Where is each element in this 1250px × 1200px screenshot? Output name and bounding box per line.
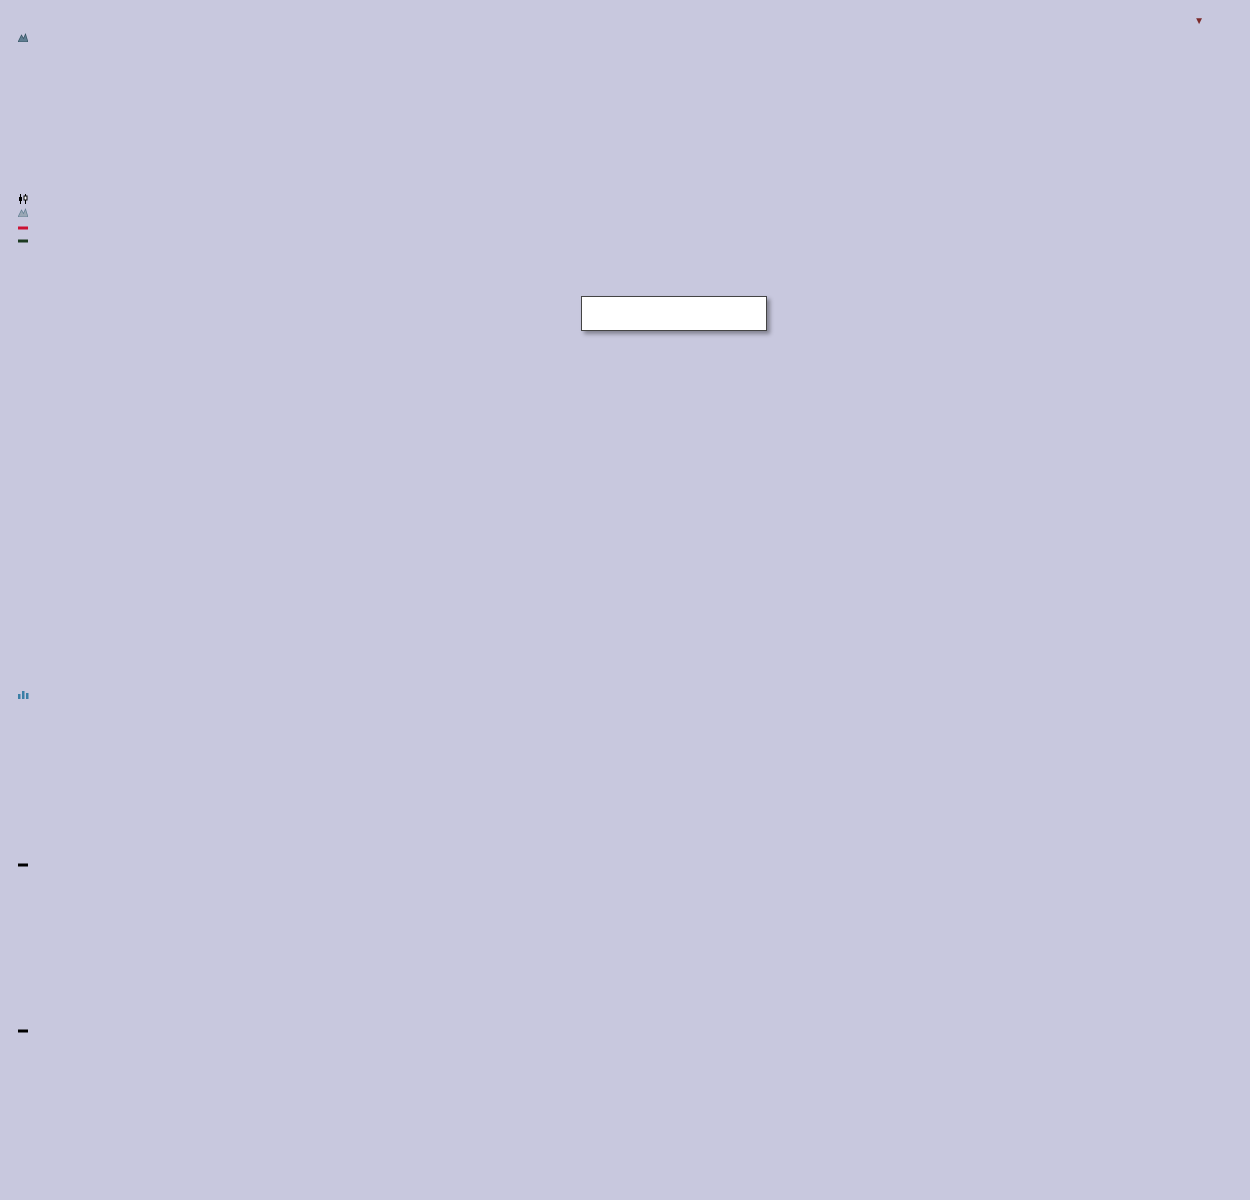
chg-down-triangle-icon: ▼: [1194, 16, 1204, 27]
macd-legend: [18, 857, 31, 870]
vix-legend: [18, 194, 31, 207]
ma10-line-icon: [18, 221, 28, 233]
ma50-line-icon: [18, 234, 28, 246]
rsi-legend: [17, 32, 31, 45]
candlestick-icon: [18, 194, 28, 207]
ohlc-readout: ▼: [1157, 15, 1204, 27]
stoch-line-icon: [18, 1024, 28, 1036]
stoch-legend: [18, 1023, 31, 1036]
chart-title-annotation: [581, 296, 767, 331]
macd-line-icon: [18, 858, 28, 870]
macd-hist-legend: [18, 689, 32, 702]
ma10-legend: [18, 220, 31, 233]
histogram-bars-icon: [18, 690, 29, 702]
bb-legend: [17, 207, 31, 220]
indicator-mountain-icon: [17, 33, 29, 45]
bb-mountain-icon: [17, 208, 29, 220]
ma50-legend: [18, 233, 31, 246]
